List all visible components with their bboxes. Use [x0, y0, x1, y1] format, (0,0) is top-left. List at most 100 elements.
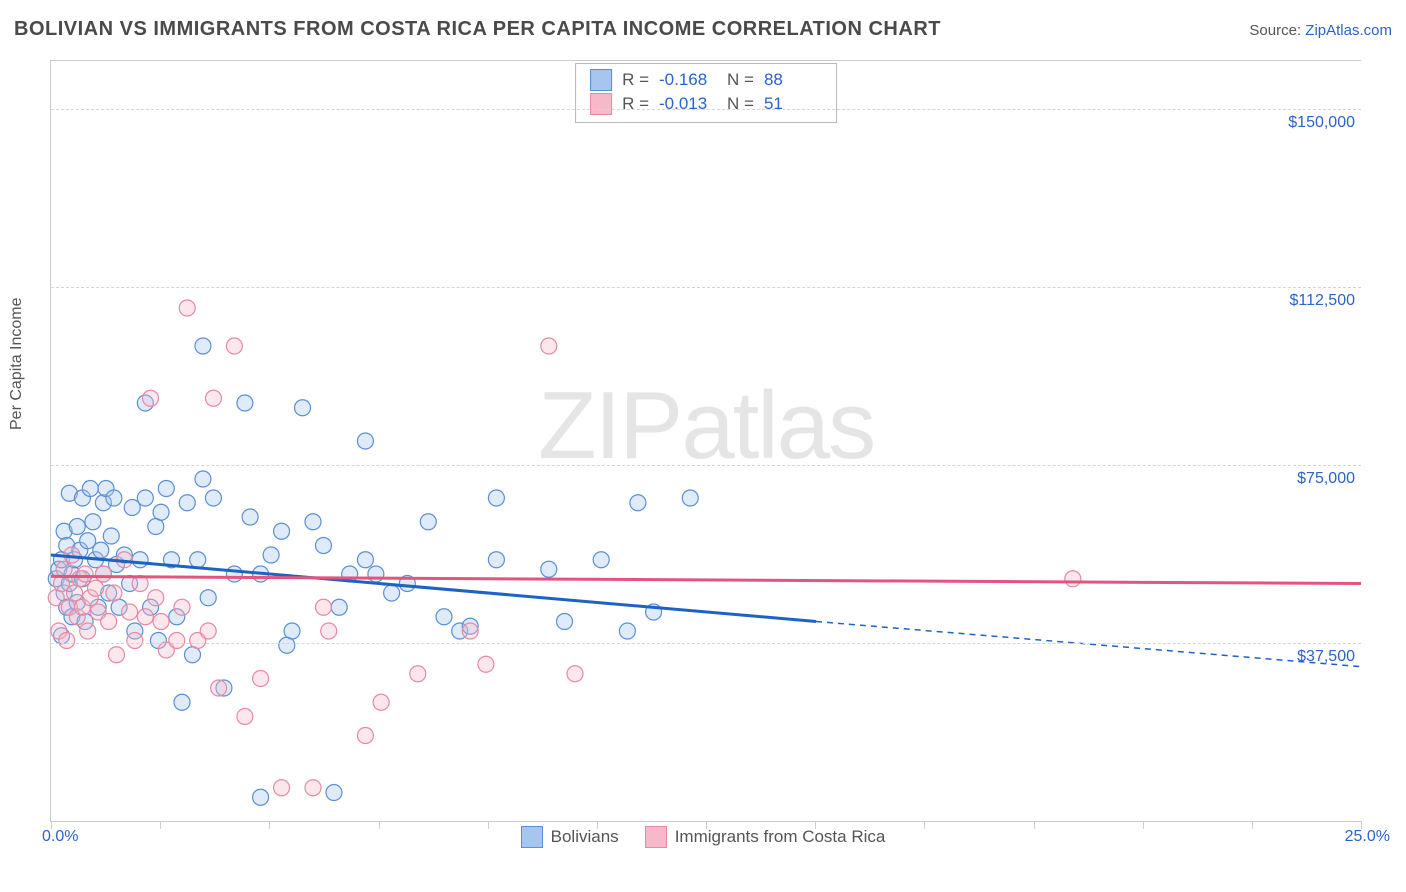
data-point [1065, 571, 1081, 587]
data-point [195, 338, 211, 354]
data-point [195, 471, 211, 487]
data-point [488, 490, 504, 506]
data-point [103, 528, 119, 544]
correlation-stats-box: R = -0.168 N = 88R = -0.013 N = 51 [575, 63, 837, 123]
series-swatch [590, 93, 612, 115]
n-value: 88 [764, 68, 822, 92]
data-point [106, 585, 122, 601]
data-point [315, 599, 331, 615]
data-point [410, 666, 426, 682]
data-point [321, 623, 337, 639]
data-point [85, 514, 101, 530]
y-axis-label: Per Capita Income [8, 297, 26, 430]
data-point [82, 481, 98, 497]
data-point [205, 490, 221, 506]
data-point [132, 552, 148, 568]
data-point [205, 390, 221, 406]
data-point [101, 614, 117, 630]
data-point [59, 633, 75, 649]
r-value: -0.168 [659, 68, 717, 92]
data-point [630, 495, 646, 511]
data-point [478, 656, 494, 672]
data-point [56, 561, 72, 577]
data-point [567, 666, 583, 682]
data-point [200, 590, 216, 606]
chart-title: BOLIVIAN VS IMMIGRANTS FROM COSTA RICA P… [14, 18, 941, 40]
legend-label: Immigrants from Costa Rica [675, 827, 886, 847]
legend-label: Bolivians [551, 827, 619, 847]
data-point [331, 599, 347, 615]
data-point [274, 523, 290, 539]
data-point [682, 490, 698, 506]
y-tick-label: $75,000 [1297, 470, 1355, 488]
data-point [179, 300, 195, 316]
y-tick-label: $112,500 [1289, 292, 1355, 310]
data-point [253, 789, 269, 805]
data-point [200, 623, 216, 639]
data-point [148, 590, 164, 606]
data-point [557, 614, 573, 630]
data-point [305, 780, 321, 796]
data-point [541, 338, 557, 354]
data-point [237, 395, 253, 411]
data-point [462, 623, 478, 639]
series-legend: Bolivians Immigrants from Costa Rica [0, 826, 1406, 848]
data-point [122, 604, 138, 620]
source-link[interactable]: ZipAtlas.com [1305, 22, 1392, 39]
data-point [305, 514, 321, 530]
data-point [80, 623, 96, 639]
data-point [541, 561, 557, 577]
data-point [179, 495, 195, 511]
gridline [51, 465, 1361, 466]
legend-swatch [645, 826, 667, 848]
data-point [174, 694, 190, 710]
data-point [274, 780, 290, 796]
data-point [357, 433, 373, 449]
data-point [263, 547, 279, 563]
data-point [190, 552, 206, 568]
data-point [143, 390, 159, 406]
data-point [295, 400, 311, 416]
data-point [153, 504, 169, 520]
data-point [253, 671, 269, 687]
data-point [169, 633, 185, 649]
data-point [148, 519, 164, 535]
legend-item: Bolivians [521, 826, 619, 848]
data-point [88, 580, 104, 596]
data-point [69, 519, 85, 535]
data-point [242, 509, 258, 525]
data-point [226, 566, 242, 582]
data-point [95, 566, 111, 582]
data-point [93, 542, 109, 558]
chart-header: BOLIVIAN VS IMMIGRANTS FROM COSTA RICA P… [14, 18, 1392, 54]
trend-line-solid [51, 555, 816, 622]
data-point [77, 566, 93, 582]
y-tick-label: $37,500 [1297, 648, 1355, 666]
data-point [184, 647, 200, 663]
data-point [67, 585, 83, 601]
data-point [109, 647, 125, 663]
data-point [420, 514, 436, 530]
data-point [357, 552, 373, 568]
data-point [436, 609, 452, 625]
data-point [357, 728, 373, 744]
data-point [137, 609, 153, 625]
trend-line-solid [51, 576, 1361, 583]
gridline [51, 109, 1361, 110]
data-point [127, 633, 143, 649]
source-attribution: Source: ZipAtlas.com [1249, 22, 1392, 39]
data-point [284, 623, 300, 639]
data-point [106, 490, 122, 506]
data-point [158, 481, 174, 497]
legend-swatch [521, 826, 543, 848]
gridline [51, 643, 1361, 644]
series-swatch [590, 69, 612, 91]
gridline [51, 287, 1361, 288]
data-point [315, 538, 331, 554]
scatter-plot-area: ZIPatlas R = -0.168 N = 88R = -0.013 N =… [50, 60, 1361, 822]
n-value: 51 [764, 92, 822, 116]
legend-item: Immigrants from Costa Rica [645, 826, 886, 848]
svg-plot-layer [51, 61, 1361, 821]
stats-row: R = -0.013 N = 51 [590, 92, 822, 116]
data-point [153, 614, 169, 630]
